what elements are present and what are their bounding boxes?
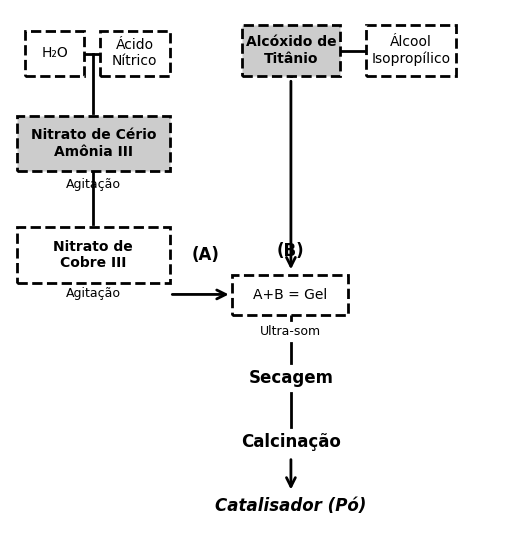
FancyBboxPatch shape <box>17 227 170 283</box>
Text: H₂O: H₂O <box>41 46 68 60</box>
FancyBboxPatch shape <box>25 31 84 76</box>
Text: Calcinação: Calcinação <box>241 433 341 451</box>
Text: A+B = Gel: A+B = Gel <box>253 288 327 302</box>
Text: Agitação: Agitação <box>66 178 121 191</box>
Text: Nitrato de Cério
Amônia III: Nitrato de Cério Amônia III <box>30 128 156 158</box>
Text: Nitrato de
Cobre III: Nitrato de Cobre III <box>54 240 133 270</box>
FancyBboxPatch shape <box>242 25 340 76</box>
FancyBboxPatch shape <box>100 31 170 76</box>
Text: Álcool
Isopropílico: Álcool Isopropílico <box>372 35 450 66</box>
FancyBboxPatch shape <box>366 25 456 76</box>
FancyBboxPatch shape <box>17 115 170 171</box>
FancyBboxPatch shape <box>232 275 348 315</box>
Text: Catalisador (Pó): Catalisador (Pó) <box>215 496 366 515</box>
Text: Ultra-som: Ultra-som <box>260 325 321 338</box>
Text: Alcóxido de
Titânio: Alcóxido de Titânio <box>246 36 336 66</box>
Text: Secagem: Secagem <box>248 369 333 388</box>
Text: (A): (A) <box>192 246 219 264</box>
Text: Agitação: Agitação <box>66 287 121 300</box>
Text: (B): (B) <box>277 242 304 260</box>
Text: Ácido
Nítrico: Ácido Nítrico <box>112 38 158 68</box>
